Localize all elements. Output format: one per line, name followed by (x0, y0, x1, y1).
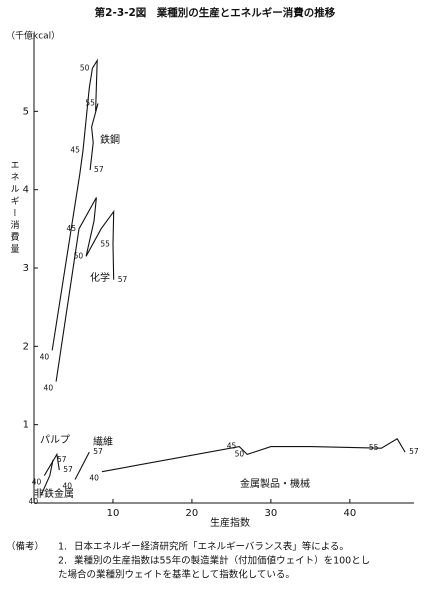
series-name: 金属製品・機械 (240, 477, 310, 490)
point-label: 55 (85, 99, 95, 108)
point-label: 57 (94, 165, 104, 174)
point-label: 45 (66, 224, 76, 233)
y-tick-label: 1 (23, 420, 29, 431)
series-name: 非鉄金属 (34, 487, 74, 500)
series-name: 繊維 (93, 435, 113, 448)
series-name: パルプ (40, 434, 70, 446)
y-tick-label: 4 (23, 185, 29, 196)
point-label: 40 (44, 384, 54, 393)
x-tick-label: 40 (343, 508, 356, 519)
point-label: 40 (40, 352, 50, 361)
notes: 1. 日本エネルギー経済研究所「エネルギーバランス表」等による。 2. 業種別の生産指… (58, 541, 370, 581)
point-label: 45 (70, 146, 80, 155)
series-line (43, 452, 60, 476)
chart-title: 第2-3-2図 業種別の生産とエネルギー消費の推移 (95, 6, 336, 19)
x-tick-label: 20 (186, 508, 199, 519)
point-label: 55 (100, 240, 110, 249)
series-name: 化学 (90, 271, 110, 284)
x-axis-label: 生産指数 (210, 516, 250, 529)
notes-heading: （備考） (6, 541, 44, 553)
point-label: 40 (89, 474, 99, 483)
x-tick-label: 10 (107, 508, 120, 519)
point-label: 57 (63, 465, 73, 474)
x-tick-label: 30 (265, 508, 278, 519)
note-text: た場合の業種別ウェイトを基準として指数化している。 (58, 569, 295, 581)
point-label: 45 (227, 442, 237, 451)
point-label: 57 (57, 455, 67, 464)
point-label: 57 (118, 275, 128, 284)
point-label: 57 (409, 447, 419, 456)
point-label: 55 (369, 443, 379, 452)
point-label: 50 (235, 449, 245, 458)
series-name: 鉄鋼 (100, 133, 120, 146)
y-unit: （千億kcal） (6, 30, 60, 42)
y-tick-label: 5 (23, 106, 29, 117)
series-line (40, 459, 54, 496)
series-line (101, 438, 406, 473)
y-tick-label: 2 (23, 341, 29, 352)
point-label: 40 (32, 478, 42, 487)
y-axis-label: エネルギー消費量 (9, 160, 20, 256)
note-text: 業種別の生産指数は55年の製造業計（付加価値ウェイト）を100とし (74, 555, 370, 567)
point-label: 50 (74, 251, 84, 260)
point-label: 50 (80, 63, 90, 72)
point-label: 40 (63, 482, 73, 491)
series-line (55, 197, 115, 382)
point-label: 40 (29, 497, 39, 506)
note-number: 1. (58, 542, 67, 553)
note-text: 日本エネルギー経済研究所「エネルギーバランス表」等による。 (74, 541, 349, 553)
series-line (51, 58, 99, 351)
y-tick-label: 3 (23, 263, 29, 274)
point-label: 57 (93, 447, 103, 456)
series-line (74, 451, 90, 480)
note-number: 2. (58, 556, 67, 567)
